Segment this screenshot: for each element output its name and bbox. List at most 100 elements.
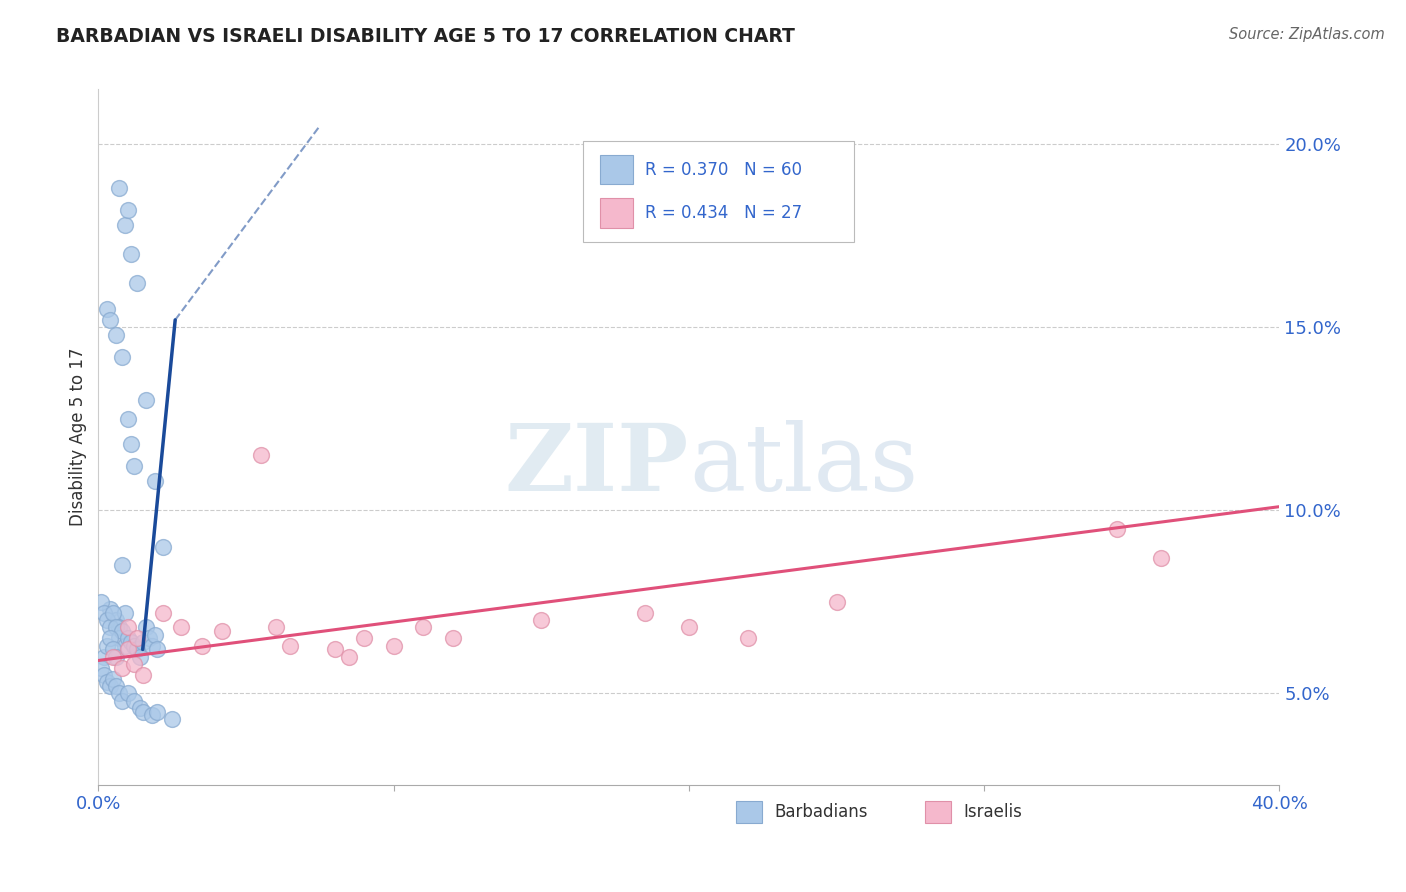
- Text: ZIP: ZIP: [505, 420, 689, 510]
- Point: [143, 628, 166, 642]
- Point: [114, 218, 136, 232]
- Point: [141, 708, 163, 723]
- Point: [108, 620, 131, 634]
- Point: [93, 649, 115, 664]
- Point: [125, 277, 148, 291]
- Point: [441, 632, 464, 646]
- Point: [105, 613, 128, 627]
- Point: [114, 639, 136, 653]
- FancyBboxPatch shape: [925, 801, 950, 823]
- FancyBboxPatch shape: [600, 155, 634, 185]
- Point: [96, 639, 118, 653]
- Point: [105, 620, 128, 634]
- Point: [530, 613, 553, 627]
- Point: [128, 649, 150, 664]
- Point: [108, 632, 131, 646]
- FancyBboxPatch shape: [582, 141, 855, 243]
- Point: [250, 449, 273, 463]
- Point: [122, 639, 145, 653]
- Point: [96, 675, 118, 690]
- Point: [108, 181, 131, 195]
- Point: [105, 679, 128, 693]
- Point: [678, 620, 700, 634]
- Point: [191, 639, 214, 653]
- Point: [138, 632, 160, 646]
- Point: [1150, 550, 1173, 565]
- Point: [353, 632, 375, 646]
- Point: [96, 613, 118, 627]
- Point: [152, 540, 174, 554]
- Point: [412, 620, 434, 634]
- Point: [98, 602, 121, 616]
- Point: [111, 350, 134, 364]
- Point: [122, 657, 145, 672]
- Text: Source: ZipAtlas.com: Source: ZipAtlas.com: [1229, 27, 1385, 42]
- Point: [132, 635, 155, 649]
- Point: [105, 649, 128, 664]
- Point: [1107, 522, 1129, 536]
- Point: [132, 668, 155, 682]
- Point: [146, 642, 169, 657]
- Text: atlas: atlas: [689, 420, 918, 510]
- Point: [117, 686, 139, 700]
- Point: [132, 705, 155, 719]
- Point: [264, 620, 287, 634]
- Point: [117, 642, 139, 657]
- Point: [120, 635, 142, 649]
- Point: [111, 624, 134, 639]
- Point: [111, 558, 134, 573]
- Point: [122, 694, 145, 708]
- Y-axis label: Disability Age 5 to 17: Disability Age 5 to 17: [69, 348, 87, 526]
- Point: [98, 632, 121, 646]
- Point: [98, 679, 121, 693]
- Point: [120, 437, 142, 451]
- Point: [146, 705, 169, 719]
- Point: [141, 639, 163, 653]
- Point: [128, 701, 150, 715]
- Point: [152, 606, 174, 620]
- FancyBboxPatch shape: [600, 198, 634, 227]
- Point: [93, 606, 115, 620]
- FancyBboxPatch shape: [737, 801, 762, 823]
- Point: [323, 642, 346, 657]
- Point: [135, 393, 157, 408]
- Point: [93, 668, 115, 682]
- Point: [111, 694, 134, 708]
- Point: [122, 459, 145, 474]
- Point: [162, 712, 183, 726]
- Point: [382, 639, 405, 653]
- Point: [103, 672, 125, 686]
- Point: [90, 595, 112, 609]
- Point: [634, 606, 657, 620]
- Point: [737, 632, 759, 646]
- Point: [117, 202, 139, 217]
- Point: [117, 632, 139, 646]
- Point: [135, 620, 157, 634]
- Point: [90, 661, 112, 675]
- Text: Israelis: Israelis: [963, 803, 1022, 822]
- Point: [339, 649, 361, 664]
- Point: [125, 642, 148, 657]
- Text: BARBADIAN VS ISRAELI DISABILITY AGE 5 TO 17 CORRELATION CHART: BARBADIAN VS ISRAELI DISABILITY AGE 5 TO…: [56, 27, 796, 45]
- Text: Barbadians: Barbadians: [773, 803, 868, 822]
- Point: [211, 624, 233, 639]
- Point: [98, 313, 121, 327]
- Point: [96, 301, 118, 316]
- Point: [143, 474, 166, 488]
- Point: [117, 620, 139, 634]
- Point: [111, 661, 134, 675]
- Text: R = 0.370   N = 60: R = 0.370 N = 60: [645, 161, 803, 178]
- Point: [825, 595, 848, 609]
- Point: [117, 411, 139, 425]
- Point: [105, 327, 128, 342]
- Point: [103, 649, 125, 664]
- Point: [170, 620, 193, 634]
- Point: [98, 620, 121, 634]
- Point: [120, 247, 142, 261]
- Point: [103, 606, 125, 620]
- Point: [125, 632, 148, 646]
- Point: [114, 606, 136, 620]
- Point: [108, 686, 131, 700]
- Point: [103, 642, 125, 657]
- Text: R = 0.434   N = 27: R = 0.434 N = 27: [645, 204, 803, 222]
